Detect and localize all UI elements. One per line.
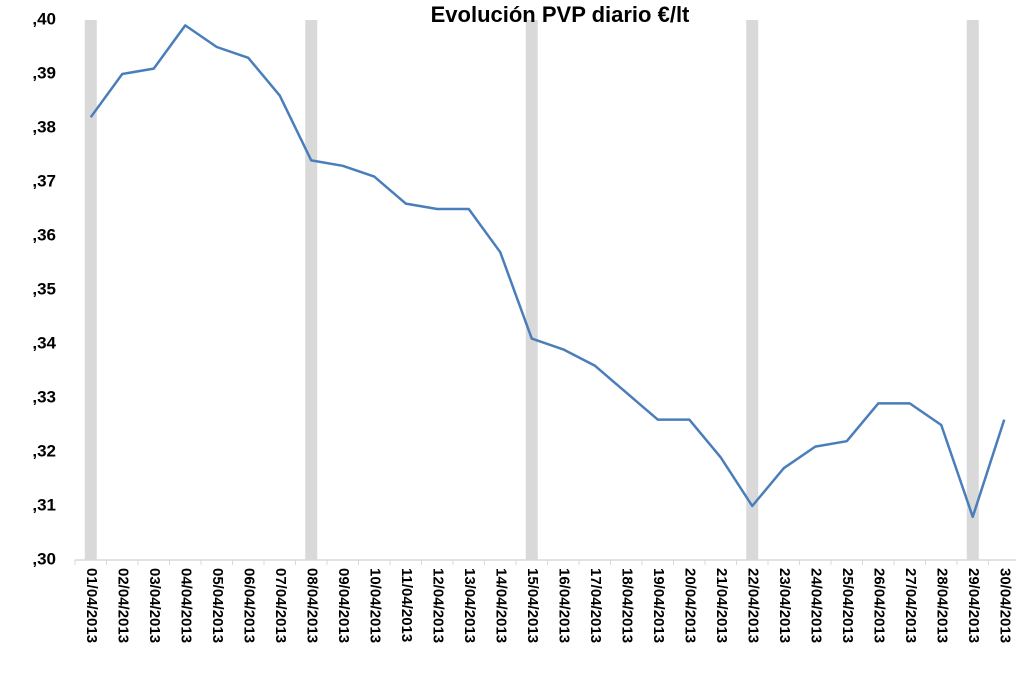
y-tick-label: ,37 (32, 171, 56, 190)
x-tick-label: 11/04/2013 (398, 568, 415, 642)
x-tick-label: 13/04/2013 (461, 568, 478, 643)
x-tick-label: 17/04/2013 (587, 568, 604, 643)
x-tick-label: 02/04/2013 (114, 568, 131, 643)
x-tick-label: 26/04/2013 (870, 568, 887, 643)
x-tick-label: 12/04/2013 (429, 568, 446, 643)
x-tick-label: 01/04/2013 (83, 568, 100, 643)
y-tick-label: ,40 (32, 9, 56, 28)
x-tick-label: 27/04/2013 (902, 568, 919, 643)
price-line (89, 24, 1006, 519)
x-tick-label: 22/04/2013 (744, 568, 761, 643)
y-tick-label: ,38 (32, 117, 56, 136)
chart-title: Evolución PVP diario €/lt (431, 2, 690, 27)
x-tick-label: 20/04/2013 (681, 568, 698, 643)
x-tick-label: 09/04/2013 (335, 568, 352, 643)
x-tick-label: 18/04/2013 (618, 568, 635, 643)
y-tick-label: ,35 (32, 279, 56, 298)
y-tick-label: ,33 (32, 387, 56, 406)
highlight-bar (84, 20, 97, 560)
x-tick-label: 21/04/2013 (713, 568, 730, 643)
x-tick-label: 15/04/2013 (524, 568, 541, 643)
y-tick-label: ,32 (32, 441, 56, 460)
x-tick-label: 06/04/2013 (240, 568, 257, 643)
highlight-bar (746, 20, 759, 560)
x-tick-label: 03/04/2013 (146, 568, 163, 643)
y-tick-label: ,31 (32, 495, 56, 514)
y-tick-label: ,30 (32, 549, 56, 568)
x-tick-label: 07/04/2013 (272, 568, 289, 643)
highlight-bar (305, 20, 318, 560)
x-tick-label: 04/04/2013 (177, 568, 194, 643)
highlight-bar (525, 20, 538, 560)
x-tick-label: 28/04/2013 (933, 568, 950, 643)
x-tick-label: 25/04/2013 (839, 568, 856, 643)
x-tick-label: 10/04/2013 (366, 568, 383, 643)
x-tick-label: 08/04/2013 (303, 568, 320, 643)
x-tick-label: 24/04/2013 (807, 568, 824, 643)
x-tick-label: 16/04/2013 (555, 568, 572, 643)
x-tick-label: 05/04/2013 (209, 568, 226, 643)
y-tick-label: ,34 (32, 333, 56, 352)
x-tick-label: 23/04/2013 (776, 568, 793, 643)
x-tick-label: 29/04/2013 (965, 568, 982, 643)
y-tick-label: ,36 (32, 225, 56, 244)
x-tick-label: 19/04/2013 (650, 568, 667, 643)
x-tick-label: 30/04/2013 (996, 568, 1013, 643)
highlight-bar (966, 20, 979, 560)
x-tick-label: 14/04/2013 (492, 568, 509, 643)
y-tick-label: ,39 (32, 63, 56, 82)
